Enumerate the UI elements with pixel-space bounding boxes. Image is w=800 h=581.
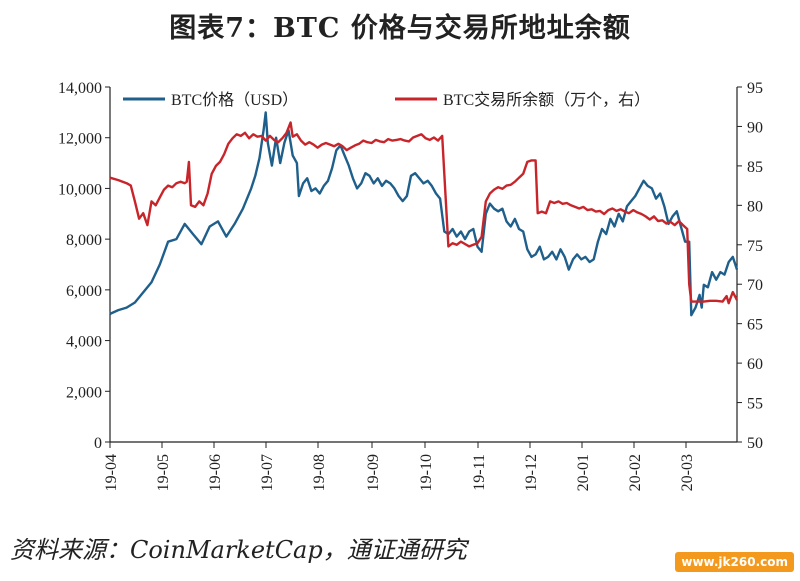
x-tick-label: 19-10 <box>418 454 435 491</box>
right-y-tick-label: 80 <box>747 198 763 215</box>
left-y-tick-label: 14,000 <box>58 80 102 97</box>
legend: BTC价格（USD） BTC交易所余额（万个，右） <box>123 90 650 109</box>
x-tick-label: 19-04 <box>103 454 120 491</box>
x-tick-label: 20-01 <box>575 454 592 491</box>
right-y-tick-label: 85 <box>747 159 763 176</box>
left-y-tick-label: 4,000 <box>66 334 102 351</box>
left-y-tick-label: 6,000 <box>66 283 102 300</box>
right-y-tick-label: 65 <box>747 317 763 334</box>
right-y-tick-label: 60 <box>747 356 763 373</box>
x-tick-label: 19-06 <box>207 454 224 491</box>
x-tick-label: 19-09 <box>365 454 382 491</box>
axes-layer: 0 2,000 4,000 6,000 8,000 10,000 12,000 14,000 5… <box>58 80 763 491</box>
right-y-tick-label: 50 <box>747 435 763 452</box>
x-tick-label: 20-02 <box>627 454 644 491</box>
right-y-tick-label: 75 <box>747 238 763 255</box>
right-y-tick-label: 55 <box>747 396 763 413</box>
price-series-line <box>109 111 739 317</box>
exchange-balance-series-line <box>109 121 739 305</box>
x-tick-label: 20-03 <box>679 454 696 491</box>
right-y-tick-label: 95 <box>747 80 763 97</box>
right-y-tick-label: 70 <box>747 277 763 294</box>
x-tick-label: 19-07 <box>259 454 276 491</box>
left-y-tick-label: 8,000 <box>66 232 102 249</box>
legend-item-price-label: BTC价格（USD） <box>171 91 298 109</box>
right-y-tick-label: 90 <box>747 119 763 136</box>
source-note: 资料来源：CoinMarketCap，通证通研究 <box>10 536 467 564</box>
legend-item-exchange-balance-label: BTC交易所余额（万个，右） <box>443 90 650 109</box>
left-y-tick-label: 10,000 <box>58 181 102 198</box>
x-tick-label: 19-05 <box>155 454 172 491</box>
series-layer <box>109 111 739 317</box>
x-tick-label: 19-08 <box>311 454 328 491</box>
left-y-tick-label: 0 <box>94 435 102 452</box>
site-watermark: www.jk260.com <box>675 552 794 572</box>
x-tick-label: 19-12 <box>523 454 540 491</box>
chart-title: 图表7：BTC 价格与交易所地址余额 <box>169 13 631 44</box>
left-y-tick-label: 12,000 <box>58 131 102 148</box>
x-tick-label: 19-11 <box>471 454 488 491</box>
left-y-tick-label: 2,000 <box>66 384 102 401</box>
